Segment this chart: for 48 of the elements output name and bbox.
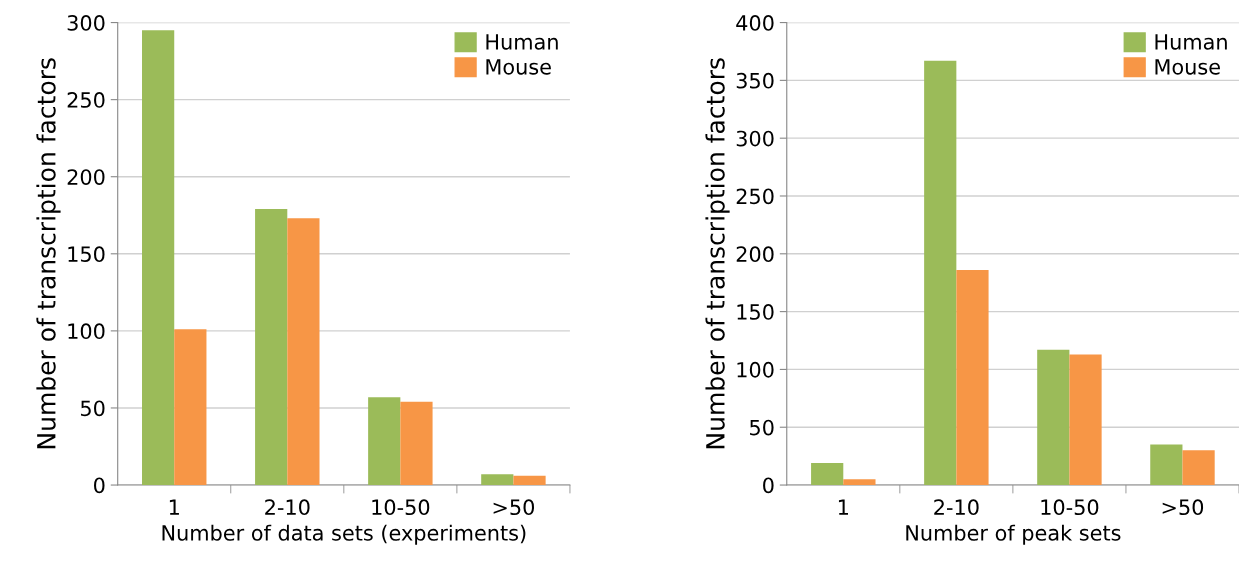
bar	[255, 209, 288, 486]
y-tick-label: 300	[736, 130, 774, 147]
y-tick-label: 100	[68, 323, 105, 340]
y-tick-label: 250	[736, 188, 774, 205]
y-tick-label: 200	[67, 169, 105, 185]
x-tick-label: >50	[493, 499, 535, 516]
x-axis-title: Number of data sets (experiments)	[162, 524, 526, 545]
x-tick-label: 1	[169, 499, 179, 515]
y-tick-label: 50	[750, 419, 774, 436]
x-tick-label: >50	[1162, 499, 1204, 516]
bar	[481, 474, 514, 486]
bar	[843, 479, 876, 486]
x-tick-label: 10-50	[1041, 499, 1099, 516]
bar	[513, 475, 546, 486]
y-axis-title: Number of transcription factors	[36, 58, 61, 449]
bar	[368, 397, 401, 486]
y-tick-label: 400	[736, 15, 774, 31]
x-tick-label: 10-50	[372, 499, 430, 516]
y-axis-title: Number of transcription factors	[705, 58, 730, 449]
legend-label: Mouse	[486, 59, 551, 75]
bar	[400, 401, 433, 486]
bar	[1150, 444, 1183, 486]
y-tick-label: 100	[737, 361, 774, 378]
y-tick-label: 300	[67, 15, 105, 31]
bar	[924, 60, 957, 486]
y-tick-label: 0	[763, 477, 774, 494]
bar	[287, 218, 320, 486]
y-tick-label: 200	[736, 246, 774, 263]
x-tick-label: 1	[838, 499, 848, 515]
y-tick-label: 150	[737, 304, 774, 320]
bar	[1182, 450, 1215, 486]
bar	[174, 329, 207, 486]
x-tick-label: 2-10	[265, 499, 310, 516]
bar	[1037, 349, 1070, 486]
y-tick-label: 250	[67, 92, 105, 108]
y-tick-label: 50	[81, 400, 105, 417]
y-tick-label: 150	[68, 246, 105, 263]
bar	[811, 463, 844, 486]
bar	[956, 269, 989, 486]
legend-label: Mouse	[1155, 59, 1220, 75]
x-axis-title: Number of peak sets	[906, 524, 1121, 545]
bar	[142, 30, 175, 486]
bar	[1069, 354, 1102, 486]
legend-label: Human	[486, 34, 558, 50]
y-tick-label: 0	[94, 477, 105, 494]
x-tick-label: 2-10	[934, 499, 979, 516]
y-tick-label: 350	[736, 72, 774, 89]
legend-label: Human	[1155, 34, 1227, 50]
